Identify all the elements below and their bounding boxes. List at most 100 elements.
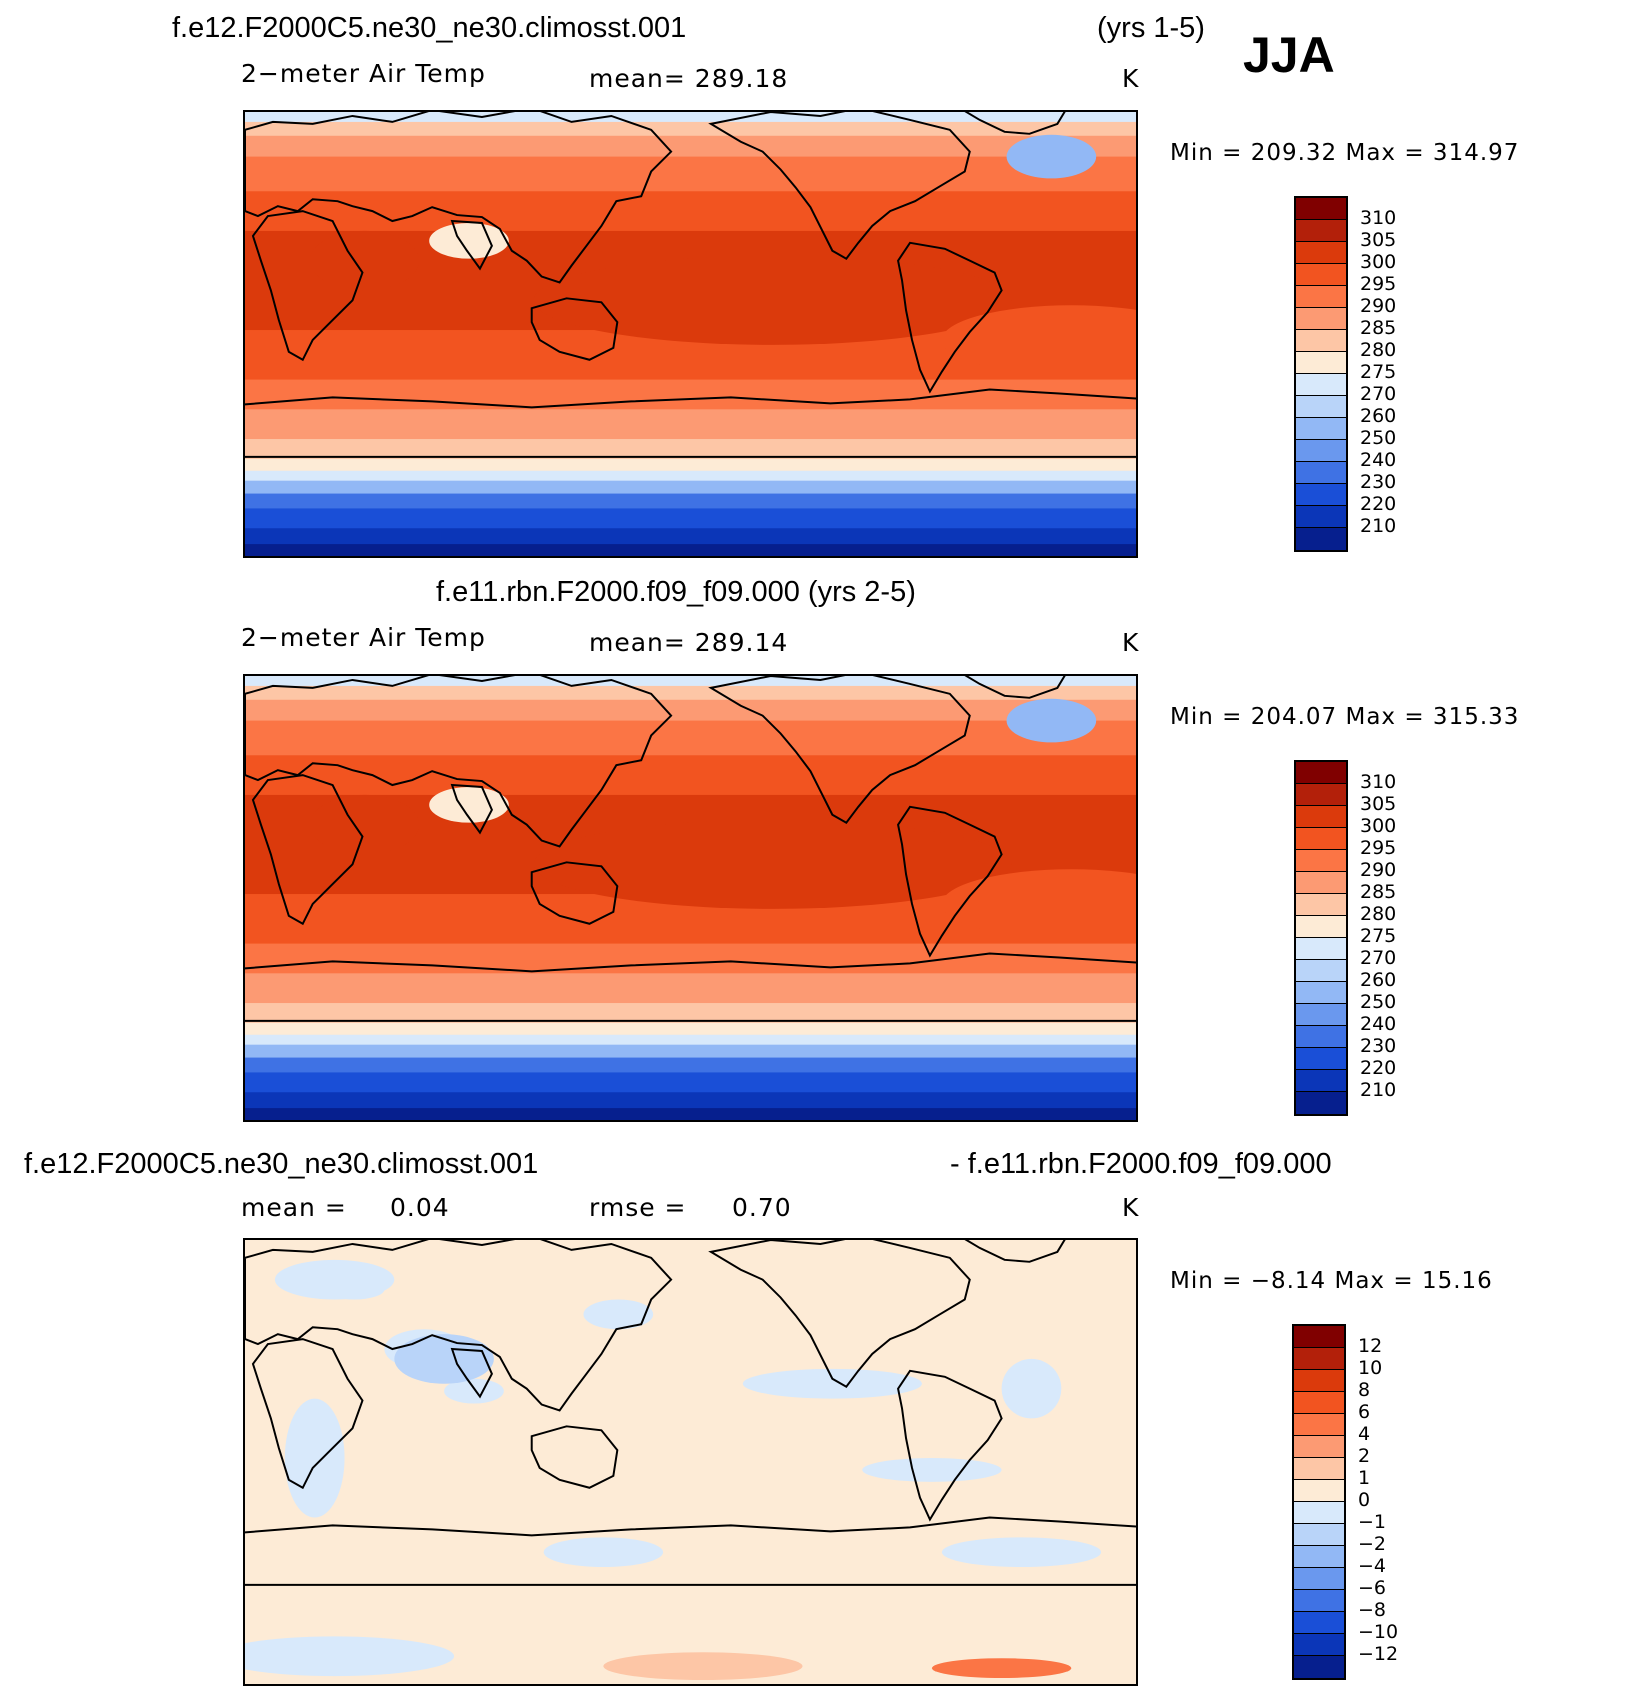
colorbar-label: −6 xyxy=(1358,1577,1387,1599)
panel3-map xyxy=(243,1238,1138,1686)
panel1-units: K xyxy=(1122,64,1140,93)
colorbar-label: 290 xyxy=(1360,859,1397,881)
colorbar-swatch xyxy=(1296,916,1346,938)
colorbar-label: 240 xyxy=(1360,1013,1397,1035)
panel3-mean-label: mean = xyxy=(241,1193,347,1222)
colorbar-label: 290 xyxy=(1360,295,1397,317)
panel3-minmax: Min = −8.14 Max = 15.16 xyxy=(1170,1268,1493,1294)
colorbar-label: 210 xyxy=(1360,515,1397,537)
colorbar-swatch xyxy=(1294,1612,1344,1634)
colorbar-swatch xyxy=(1294,1370,1344,1392)
colorbar-swatch xyxy=(1296,850,1346,872)
colorbar-swatch xyxy=(1296,374,1346,396)
colorbar-swatch xyxy=(1296,1070,1346,1092)
colorbar-label: 280 xyxy=(1360,903,1397,925)
colorbar-label: 12 xyxy=(1358,1335,1383,1357)
colorbar-label: 275 xyxy=(1360,925,1397,947)
colorbar-label: −12 xyxy=(1358,1643,1399,1665)
colorbar-label: 310 xyxy=(1360,771,1397,793)
colorbar-swatch xyxy=(1296,220,1346,242)
colorbar-label: −8 xyxy=(1358,1599,1387,1621)
colorbar-swatch xyxy=(1294,1590,1344,1612)
colorbar-label: 10 xyxy=(1358,1357,1383,1379)
colorbar-label: 0 xyxy=(1358,1489,1371,1511)
panel2-variable: 2−meter Air Temp xyxy=(241,623,486,652)
colorbar-boxes xyxy=(1292,1324,1346,1680)
colorbar-label: 4 xyxy=(1358,1423,1371,1445)
panel3-mean-value: 0.04 xyxy=(390,1193,450,1222)
colorbar-swatch xyxy=(1296,484,1346,506)
colorbar-swatch xyxy=(1296,242,1346,264)
colorbar-swatch xyxy=(1296,828,1346,850)
colorbar-label: 250 xyxy=(1360,427,1397,449)
panel2-mean: mean= 289.14 xyxy=(589,628,789,657)
colorbar-swatch xyxy=(1294,1546,1344,1568)
colorbar-swatch xyxy=(1296,462,1346,484)
colorbar-label: 280 xyxy=(1360,339,1397,361)
colorbar-swatch xyxy=(1296,1026,1346,1048)
colorbar-label: 295 xyxy=(1360,273,1397,295)
colorbar-label: 2 xyxy=(1358,1445,1371,1467)
colorbar-swatch xyxy=(1296,198,1346,220)
colorbar-label: 210 xyxy=(1360,1079,1397,1101)
colorbar-swatch xyxy=(1294,1392,1344,1414)
colorbar-swatch xyxy=(1296,1048,1346,1070)
colorbar-label: −2 xyxy=(1358,1533,1387,1555)
colorbar-swatch xyxy=(1296,440,1346,462)
colorbar-label: 275 xyxy=(1360,361,1397,383)
panel3-case-left: f.e12.F2000C5.ne30_ne30.climosst.001 xyxy=(24,1148,539,1180)
colorbar-label: 8 xyxy=(1358,1379,1371,1401)
panel3-case-right: - f.e11.rbn.F2000.f09_f09.000 xyxy=(950,1148,1332,1180)
colorbar-swatch xyxy=(1296,762,1346,784)
colorbar-swatch xyxy=(1296,418,1346,440)
colorbar-swatch xyxy=(1296,396,1346,418)
colorbar-boxes xyxy=(1294,760,1348,1116)
colorbar-swatch xyxy=(1296,784,1346,806)
colorbar-label: −4 xyxy=(1358,1555,1387,1577)
panel1-case-title: f.e12.F2000C5.ne30_ne30.climosst.001 xyxy=(172,12,687,44)
panel1-map-svg xyxy=(245,112,1136,556)
colorbar-label: 250 xyxy=(1360,991,1397,1013)
colorbar-swatch xyxy=(1294,1502,1344,1524)
colorbar-swatch xyxy=(1294,1568,1344,1590)
panel3-rmse-label: rmse = xyxy=(589,1193,687,1222)
colorbar-swatch xyxy=(1296,308,1346,330)
colorbar-swatch xyxy=(1296,528,1346,550)
panel1-map xyxy=(243,110,1138,558)
colorbar-label: 295 xyxy=(1360,837,1397,859)
colorbar-swatch xyxy=(1296,960,1346,982)
colorbar-label: 305 xyxy=(1360,229,1397,251)
season-label: JJA xyxy=(1243,27,1335,83)
colorbar-swatch xyxy=(1294,1414,1344,1436)
colorbar-swatch xyxy=(1294,1458,1344,1480)
panel2-map-svg xyxy=(245,676,1136,1120)
panel3-units: K xyxy=(1122,1193,1140,1222)
colorbar-swatch xyxy=(1296,894,1346,916)
colorbar-boxes xyxy=(1294,196,1348,552)
panel2-case-title: f.e11.rbn.F2000.f09_f09.000 (yrs 2-5) xyxy=(436,576,916,608)
colorbar-label: 285 xyxy=(1360,881,1397,903)
colorbar-label: 285 xyxy=(1360,317,1397,339)
panel2-map xyxy=(243,674,1138,1122)
colorbar-label: 230 xyxy=(1360,1035,1397,1057)
colorbar-swatch xyxy=(1294,1656,1344,1678)
panel1-mean: mean= 289.18 xyxy=(589,64,789,93)
panel2-minmax: Min = 204.07 Max = 315.33 xyxy=(1170,704,1520,730)
panel2-units: K xyxy=(1122,628,1140,657)
colorbar-label: 230 xyxy=(1360,471,1397,493)
colorbar-swatch xyxy=(1296,938,1346,960)
colorbar-swatch xyxy=(1294,1436,1344,1458)
colorbar-label: 220 xyxy=(1360,1057,1397,1079)
colorbar-swatch xyxy=(1296,286,1346,308)
colorbar-label: 270 xyxy=(1360,947,1397,969)
colorbar-swatch xyxy=(1294,1348,1344,1370)
colorbar-label: 220 xyxy=(1360,493,1397,515)
colorbar-swatch xyxy=(1296,982,1346,1004)
colorbar-swatch xyxy=(1296,1004,1346,1026)
colorbar-label: 305 xyxy=(1360,793,1397,815)
colorbar-label: 310 xyxy=(1360,207,1397,229)
panel1-variable: 2−meter Air Temp xyxy=(241,59,486,88)
colorbar-swatch xyxy=(1296,352,1346,374)
colorbar-label: 260 xyxy=(1360,969,1397,991)
panel3-map-svg xyxy=(245,1240,1136,1684)
